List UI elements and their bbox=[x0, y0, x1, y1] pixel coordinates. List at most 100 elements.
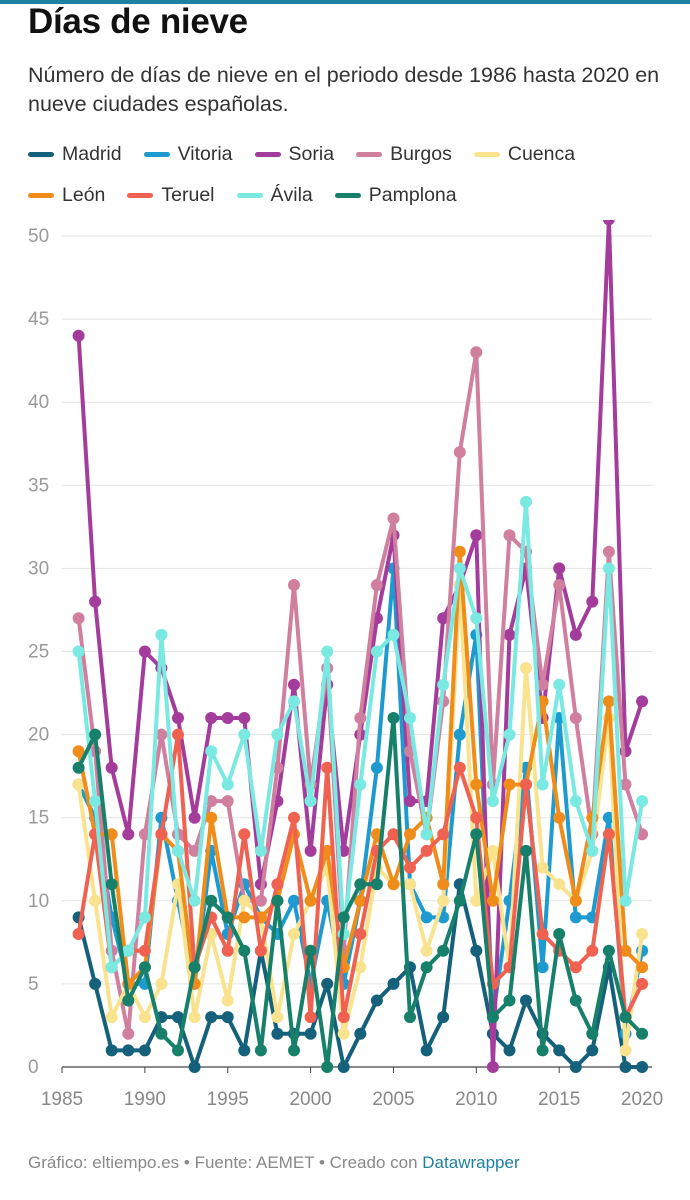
data-point-vitoria bbox=[420, 911, 433, 924]
data-point-madrid bbox=[437, 1011, 450, 1024]
data-point-soria bbox=[636, 695, 649, 708]
legend-swatch bbox=[236, 192, 263, 198]
chart-title: Días de nieve bbox=[28, 2, 248, 41]
data-point-madrid bbox=[619, 1061, 632, 1073]
data-point-burgos bbox=[354, 712, 367, 724]
legend-row-2: León Teruel Ávila Pamplona bbox=[28, 181, 678, 209]
data-point-cuenca bbox=[553, 878, 566, 891]
legend-item-teruel: Teruel bbox=[127, 184, 215, 207]
line-chart: 0 5 10 15 20 25 30 35 40 45 50 1985 1990 1995 2000 200… bbox=[28, 220, 663, 1110]
data-point-burgos bbox=[155, 728, 168, 741]
legend-swatch bbox=[254, 151, 281, 157]
data-point-cuenca bbox=[105, 1011, 118, 1024]
data-point-leon bbox=[354, 894, 367, 907]
data-point-burgos bbox=[72, 612, 85, 625]
footer-credit: Gráfico: eltiempo.es • Fuente: AEMET • C… bbox=[28, 1153, 423, 1172]
data-point-avila bbox=[155, 628, 168, 641]
data-point-cuenca bbox=[404, 878, 416, 891]
legend-swatch bbox=[143, 151, 170, 157]
data-point-teruel bbox=[453, 761, 466, 774]
data-point-madrid bbox=[172, 1011, 184, 1024]
data-point-pamplona bbox=[238, 944, 251, 957]
data-point-soria bbox=[486, 1061, 499, 1073]
data-point-teruel bbox=[138, 944, 151, 957]
data-point-burgos bbox=[503, 529, 516, 542]
y-tick-label: 45 bbox=[28, 309, 49, 330]
x-tick-label: 1990 bbox=[124, 1089, 166, 1110]
data-point-pamplona bbox=[569, 994, 582, 1007]
data-point-teruel bbox=[238, 828, 251, 841]
data-point-teruel bbox=[520, 778, 532, 791]
data-point-teruel bbox=[254, 944, 267, 957]
data-point-pamplona bbox=[155, 1027, 168, 1040]
data-point-pamplona bbox=[72, 761, 85, 774]
data-point-madrid bbox=[337, 1061, 350, 1073]
data-point-burgos bbox=[536, 678, 549, 691]
data-point-cuenca bbox=[636, 928, 649, 940]
data-point-pamplona bbox=[205, 894, 218, 907]
data-point-madrid bbox=[221, 1011, 234, 1024]
data-point-vitoria bbox=[288, 894, 300, 907]
chart-footer: Gráfico: eltiempo.es • Fuente: AEMET • C… bbox=[28, 1153, 520, 1173]
data-point-soria bbox=[172, 712, 184, 724]
legend-item-soria: Soria bbox=[254, 143, 334, 166]
data-point-avila bbox=[354, 778, 367, 791]
data-point-teruel bbox=[221, 944, 234, 957]
data-point-pamplona bbox=[486, 1011, 499, 1024]
data-point-avila bbox=[105, 961, 118, 974]
legend-label: León bbox=[62, 183, 106, 206]
data-point-teruel bbox=[271, 878, 284, 891]
data-point-pamplona bbox=[619, 1011, 632, 1024]
y-tick-label: 50 bbox=[28, 226, 49, 247]
data-point-teruel bbox=[354, 928, 367, 940]
data-point-avila bbox=[420, 828, 433, 841]
data-point-burgos bbox=[122, 1027, 135, 1040]
data-point-cuenca bbox=[271, 1011, 284, 1024]
datawrapper-link[interactable]: Datawrapper bbox=[422, 1153, 520, 1172]
data-point-burgos bbox=[619, 778, 632, 791]
data-point-pamplona bbox=[586, 1027, 599, 1040]
data-point-madrid bbox=[586, 1044, 599, 1057]
data-point-soria bbox=[586, 595, 599, 608]
data-point-madrid bbox=[387, 977, 400, 990]
data-point-avila bbox=[453, 562, 466, 575]
data-point-madrid bbox=[205, 1011, 218, 1024]
data-point-teruel bbox=[288, 811, 300, 824]
legend-swatch bbox=[127, 192, 154, 198]
x-tick-label: 2000 bbox=[289, 1089, 331, 1110]
x-tick-label: 1995 bbox=[207, 1089, 249, 1110]
legend-swatch bbox=[334, 192, 361, 198]
legend-swatch bbox=[28, 151, 54, 157]
x-tick-label: 2020 bbox=[621, 1089, 663, 1110]
data-point-pamplona bbox=[321, 1061, 334, 1073]
data-point-cuenca bbox=[354, 961, 367, 974]
data-point-avila bbox=[520, 495, 532, 508]
data-point-soria bbox=[188, 811, 201, 824]
data-point-leon bbox=[304, 894, 317, 907]
data-point-teruel bbox=[586, 944, 599, 957]
data-point-avila bbox=[370, 645, 383, 658]
data-point-burgos bbox=[387, 512, 400, 525]
legend-item-avila: Ávila bbox=[236, 184, 313, 207]
data-point-pamplona bbox=[271, 894, 284, 907]
legend-swatch bbox=[356, 151, 383, 157]
y-tick-label: 5 bbox=[28, 974, 39, 995]
data-point-burgos bbox=[370, 579, 383, 591]
data-point-soria bbox=[72, 329, 85, 342]
data-point-madrid bbox=[138, 1044, 151, 1057]
chart-subtitle: Número de días de nieve en el periodo de… bbox=[28, 63, 660, 116]
data-point-soria bbox=[122, 828, 135, 841]
data-point-leon bbox=[453, 545, 466, 558]
data-point-cuenca bbox=[155, 977, 168, 990]
data-point-vitoria bbox=[536, 961, 549, 974]
data-point-burgos bbox=[453, 446, 466, 459]
data-point-soria bbox=[569, 628, 582, 641]
data-point-avila bbox=[636, 795, 649, 808]
data-point-avila bbox=[586, 844, 599, 857]
data-point-leon bbox=[486, 894, 499, 907]
data-point-leon bbox=[437, 878, 450, 891]
data-point-teruel bbox=[420, 844, 433, 857]
data-point-avila bbox=[304, 795, 317, 808]
data-point-leon bbox=[602, 695, 615, 708]
data-point-pamplona bbox=[105, 878, 118, 891]
